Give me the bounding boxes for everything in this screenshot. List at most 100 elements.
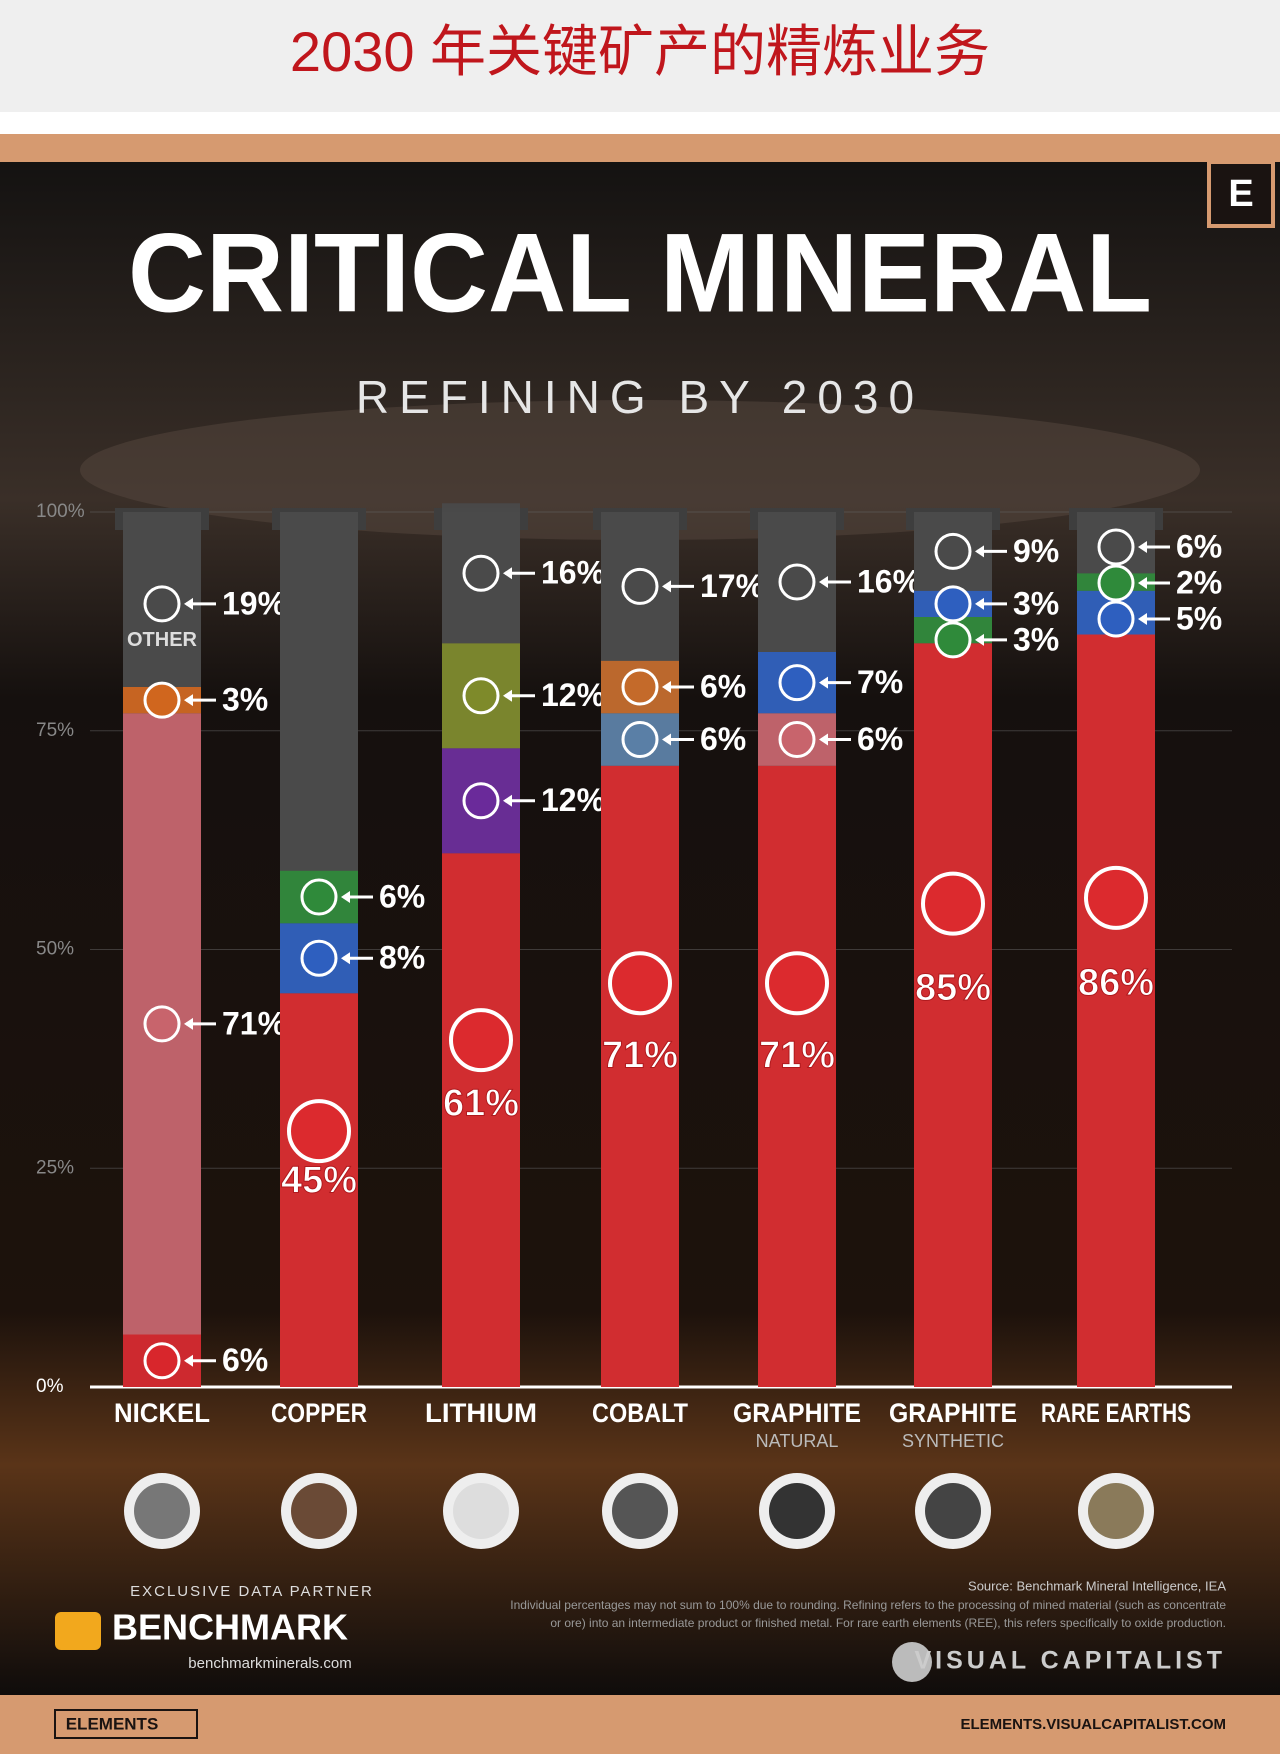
flag xyxy=(1097,564,1135,602)
bar-segment xyxy=(442,853,520,1387)
y-tick-label: 50% xyxy=(36,939,74,960)
value-label: 6% xyxy=(700,668,746,704)
value-label: 85% xyxy=(915,967,991,1009)
flag xyxy=(621,668,659,706)
arrow-head xyxy=(975,633,984,646)
value-label: 6% xyxy=(222,1342,268,1378)
value-label: 2% xyxy=(1176,564,1222,600)
bar-segment xyxy=(914,643,992,1387)
arrow-head xyxy=(1138,613,1147,625)
arrow-head xyxy=(503,567,512,580)
flag xyxy=(1097,528,1135,566)
chart-subtitle: REFINING BY 2030 xyxy=(356,371,924,423)
flag xyxy=(143,585,181,623)
bar-segment xyxy=(758,765,836,1387)
value-label: 12% xyxy=(541,677,605,713)
flag xyxy=(143,1005,181,1043)
flag xyxy=(765,951,829,1016)
footer-band xyxy=(0,1695,1280,1754)
value-label: 12% xyxy=(541,782,605,818)
arrow-head xyxy=(184,694,193,707)
value-label: 9% xyxy=(1013,533,1059,569)
logo-box xyxy=(1207,160,1275,228)
arrow-head xyxy=(975,597,984,610)
value-label: 71% xyxy=(222,1005,286,1041)
value-label: 3% xyxy=(1013,621,1059,657)
value-label: 61% xyxy=(443,1082,519,1124)
flag xyxy=(934,532,972,570)
site: ELEMENTS.VISUALCAPITALIST.COM xyxy=(960,1716,1226,1733)
arrow-head xyxy=(503,794,512,807)
mineral xyxy=(1088,1483,1144,1539)
source: Source: Benchmark Mineral Intelligence, … xyxy=(968,1578,1226,1593)
arrow-head xyxy=(184,597,193,610)
partner-name: BENCHMARK xyxy=(112,1607,348,1648)
flag xyxy=(462,782,500,820)
flag xyxy=(778,721,816,758)
arrow-head xyxy=(819,676,828,689)
arrow-head xyxy=(662,580,671,593)
value-label: 7% xyxy=(857,664,903,700)
y-tick-label: 100% xyxy=(36,501,85,522)
smoke xyxy=(80,400,1200,540)
flag xyxy=(1084,865,1148,930)
value-label: 71% xyxy=(602,1034,678,1076)
flag xyxy=(621,567,659,605)
arrow-head xyxy=(819,733,828,746)
value-label: 6% xyxy=(857,721,903,757)
bar-segment xyxy=(280,993,358,1387)
value-label: 3% xyxy=(222,682,268,718)
arrow-head xyxy=(662,733,671,746)
value-label: 16% xyxy=(857,563,921,599)
series-name: ELEMENTS xyxy=(66,1714,159,1733)
flag xyxy=(462,677,500,715)
mineral xyxy=(769,1483,825,1539)
chart-title: CRITICAL MINERAL xyxy=(128,211,1152,336)
flag xyxy=(300,939,338,977)
note: Individual percentages may not sum to 10… xyxy=(510,1598,1226,1612)
top-band xyxy=(0,134,1280,162)
series-box xyxy=(54,1709,198,1739)
arrow-head xyxy=(819,576,828,588)
y-tick-label: 0% xyxy=(36,1376,64,1397)
y-tick-label: 75% xyxy=(36,720,74,741)
arrow-head xyxy=(662,681,671,693)
flag xyxy=(287,1099,351,1164)
plot: 0% 25% 50% 75% 100% 19% OTHER 3% 71% 6% NICKEL 45% 6… xyxy=(36,501,1232,1549)
mineral xyxy=(612,1483,668,1539)
arrow-head xyxy=(184,1354,193,1367)
value-label: 6% xyxy=(700,721,746,757)
partner-label: EXCLUSIVE DATA PARTNER xyxy=(130,1583,374,1600)
arrow-head xyxy=(341,891,350,903)
arrow-head xyxy=(341,952,350,965)
value-label: 3% xyxy=(1013,585,1059,621)
arrow-head xyxy=(1138,541,1147,553)
annotation: OTHER xyxy=(127,629,198,651)
x-tick-label: NICKEL xyxy=(114,1398,210,1428)
header-band xyxy=(0,0,1280,112)
bar-segment xyxy=(601,765,679,1387)
x-tick-label: GRAPHITE xyxy=(733,1398,861,1428)
arrow-head xyxy=(1138,577,1147,589)
arrow-head xyxy=(184,1017,193,1030)
brand-icon xyxy=(892,1642,932,1682)
flag xyxy=(934,621,972,659)
mineral xyxy=(134,1483,190,1539)
value-label: 45% xyxy=(281,1159,357,1201)
value-label: 71% xyxy=(759,1034,835,1076)
x-tick-label: LITHIUM xyxy=(425,1398,537,1428)
y-tick-label: 25% xyxy=(36,1157,74,1178)
note: or ore) into an intermediate product or … xyxy=(550,1616,1226,1630)
flag xyxy=(934,585,972,623)
flag xyxy=(300,878,338,916)
mineral xyxy=(925,1483,981,1539)
partner-url: benchmarkminerals.com xyxy=(188,1655,351,1672)
value-label: 8% xyxy=(379,940,425,976)
bar-segment xyxy=(1077,634,1155,1387)
arrow-head xyxy=(503,689,512,702)
flag xyxy=(778,563,816,601)
x-tick-sublabel: SYNTHETIC xyxy=(902,1431,1004,1451)
value-label: 6% xyxy=(1176,528,1222,564)
flag xyxy=(1097,600,1135,638)
